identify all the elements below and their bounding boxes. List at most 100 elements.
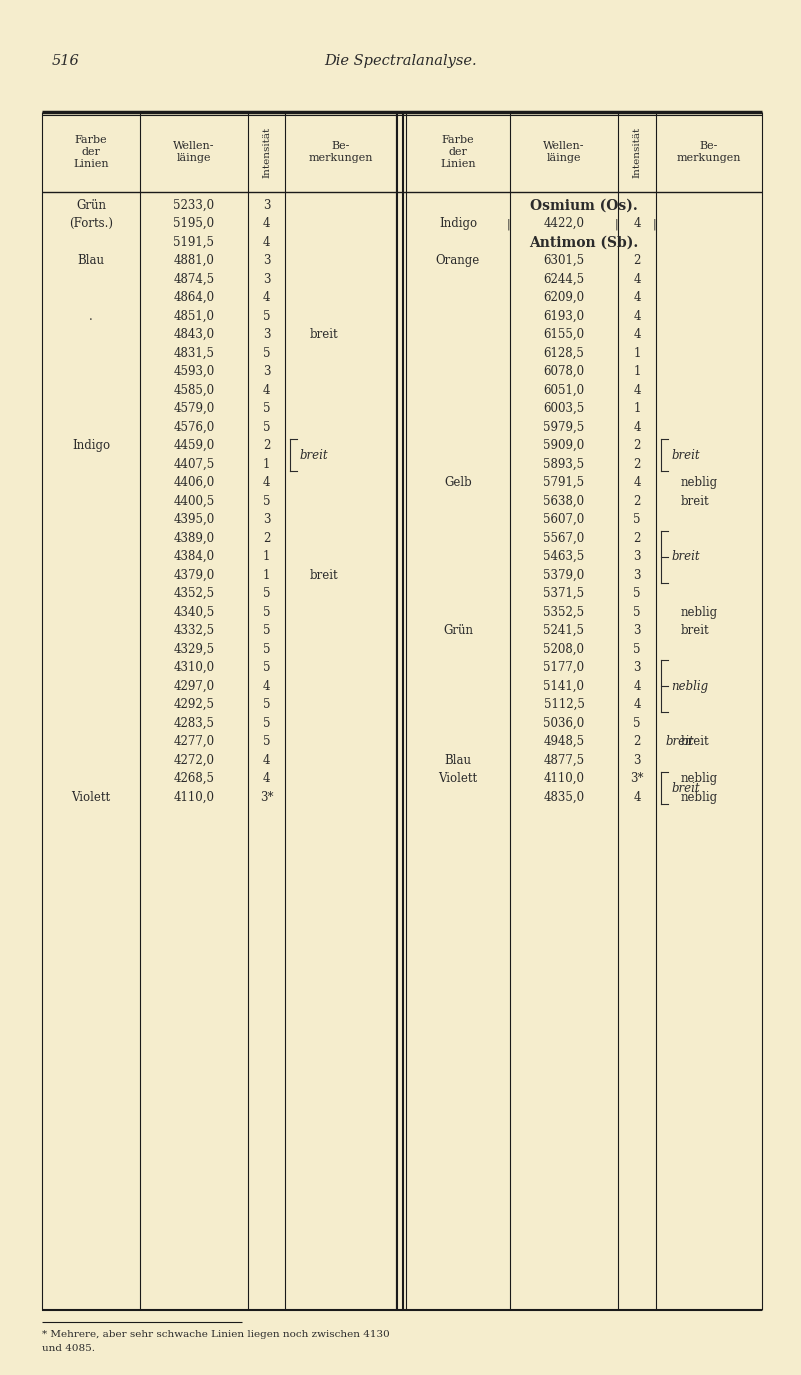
Text: 1: 1: [263, 458, 270, 470]
Text: 4835,0: 4835,0: [543, 791, 585, 804]
Text: 4: 4: [263, 235, 270, 249]
Text: 2: 2: [634, 439, 641, 452]
Text: * Mehrere, aber sehr schwache Linien liegen noch zwischen 4130: * Mehrere, aber sehr schwache Linien lie…: [42, 1330, 390, 1339]
Text: 3: 3: [634, 569, 641, 582]
Text: 4297,0: 4297,0: [174, 679, 215, 693]
Text: 4851,0: 4851,0: [174, 309, 215, 323]
Text: 4: 4: [263, 476, 270, 489]
Text: 5: 5: [263, 346, 270, 360]
Text: 4831,5: 4831,5: [174, 346, 215, 360]
Text: 5195,0: 5195,0: [174, 217, 215, 230]
Text: Wellen-
läinge: Wellen- läinge: [173, 140, 215, 164]
Text: 6301,5: 6301,5: [543, 254, 585, 267]
Text: |: |: [652, 219, 656, 230]
Text: Gelb: Gelb: [444, 476, 472, 489]
Text: 4864,0: 4864,0: [174, 292, 215, 304]
Text: breit: breit: [310, 329, 339, 341]
Text: 5979,5: 5979,5: [543, 421, 585, 433]
Text: 5: 5: [634, 513, 641, 527]
Text: 4: 4: [634, 292, 641, 304]
Text: 5: 5: [263, 642, 270, 656]
Text: 3: 3: [263, 199, 270, 212]
Text: 5191,5: 5191,5: [174, 235, 215, 249]
Text: breit: breit: [681, 624, 710, 637]
Text: 6209,0: 6209,0: [543, 292, 585, 304]
Text: breit: breit: [671, 448, 699, 462]
Text: 5463,5: 5463,5: [543, 550, 585, 564]
Text: Osmium (Os).: Osmium (Os).: [530, 198, 638, 212]
Text: Grün: Grün: [443, 624, 473, 637]
Text: 5352,5: 5352,5: [543, 606, 585, 619]
Text: 4332,5: 4332,5: [174, 624, 215, 637]
Text: 5233,0: 5233,0: [174, 199, 215, 212]
Text: 4459,0: 4459,0: [173, 439, 215, 452]
Text: breit: breit: [300, 448, 328, 462]
Text: 5: 5: [634, 642, 641, 656]
Text: 3: 3: [634, 624, 641, 637]
Text: 4268,5: 4268,5: [174, 773, 215, 785]
Text: 5036,0: 5036,0: [543, 716, 585, 730]
Text: 4576,0: 4576,0: [173, 421, 215, 433]
Text: 5: 5: [634, 606, 641, 619]
Text: 4379,0: 4379,0: [173, 569, 215, 582]
Text: und 4085.: und 4085.: [42, 1343, 95, 1353]
Text: 4881,0: 4881,0: [174, 254, 215, 267]
Text: 5: 5: [634, 587, 641, 601]
Text: 2: 2: [634, 736, 641, 748]
Text: 4: 4: [634, 329, 641, 341]
Text: 4329,5: 4329,5: [174, 642, 215, 656]
Text: 4579,0: 4579,0: [173, 403, 215, 415]
Text: Violett: Violett: [71, 791, 111, 804]
Text: 4283,5: 4283,5: [174, 716, 215, 730]
Text: 4: 4: [263, 773, 270, 785]
Text: 1: 1: [634, 403, 641, 415]
Text: 4: 4: [634, 309, 641, 323]
Text: Antimon (Sb).: Antimon (Sb).: [529, 235, 638, 249]
Text: 1: 1: [263, 550, 270, 564]
Text: 4: 4: [634, 272, 641, 286]
Text: 5: 5: [263, 736, 270, 748]
Text: |: |: [506, 219, 509, 230]
Text: 1: 1: [263, 569, 270, 582]
Text: 4277,0: 4277,0: [174, 736, 215, 748]
Text: 3: 3: [263, 366, 270, 378]
Text: 2: 2: [634, 458, 641, 470]
Text: 4: 4: [263, 292, 270, 304]
Text: 5: 5: [263, 606, 270, 619]
Text: 4406,0: 4406,0: [173, 476, 215, 489]
Text: 5: 5: [263, 403, 270, 415]
Text: 4110,0: 4110,0: [544, 773, 585, 785]
Text: 6051,0: 6051,0: [543, 384, 585, 397]
Text: 5141,0: 5141,0: [544, 679, 585, 693]
Text: 4: 4: [634, 791, 641, 804]
Text: Intensität: Intensität: [633, 126, 642, 177]
Text: breit: breit: [671, 781, 699, 795]
Text: 5379,0: 5379,0: [543, 569, 585, 582]
Text: 5607,0: 5607,0: [543, 513, 585, 527]
Text: 2: 2: [634, 532, 641, 544]
Text: Grün: Grün: [76, 199, 106, 212]
Text: 5: 5: [263, 587, 270, 601]
Text: 3: 3: [634, 754, 641, 767]
Text: 6155,0: 6155,0: [543, 329, 585, 341]
Text: 3: 3: [263, 513, 270, 527]
Text: neblig: neblig: [681, 791, 718, 804]
Text: 2: 2: [634, 254, 641, 267]
Text: 4: 4: [263, 679, 270, 693]
Text: 4843,0: 4843,0: [174, 329, 215, 341]
Text: 5: 5: [263, 421, 270, 433]
Text: 4: 4: [263, 384, 270, 397]
Text: 3*: 3*: [260, 791, 273, 804]
Text: 3*: 3*: [630, 773, 644, 785]
Text: 4: 4: [634, 384, 641, 397]
Text: 5177,0: 5177,0: [543, 661, 585, 674]
Text: breit: breit: [666, 736, 694, 748]
Text: 4395,0: 4395,0: [173, 513, 215, 527]
Text: Blau: Blau: [445, 754, 472, 767]
Text: 4: 4: [263, 217, 270, 230]
Text: 4: 4: [634, 476, 641, 489]
Text: 4: 4: [634, 421, 641, 433]
Text: 4389,0: 4389,0: [174, 532, 215, 544]
Text: Indigo: Indigo: [72, 439, 110, 452]
Text: Orange: Orange: [436, 254, 480, 267]
